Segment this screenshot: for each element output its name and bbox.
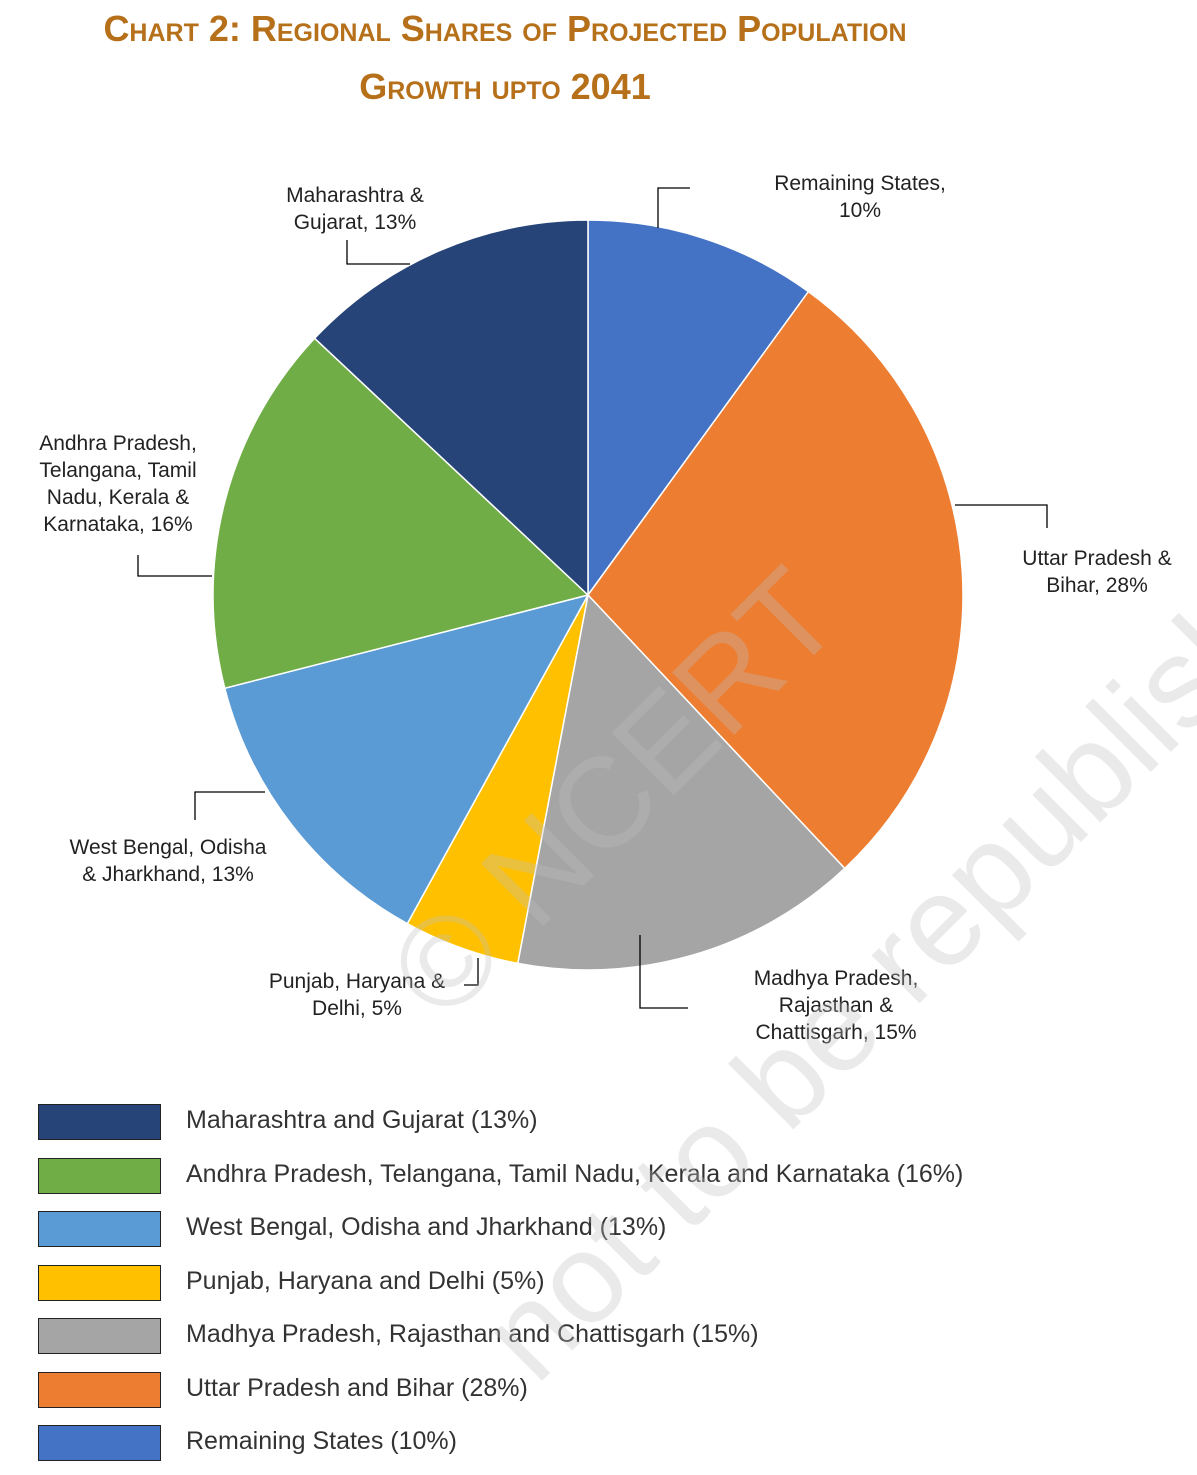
leader-line (464, 958, 479, 986)
slice-label-line: Telangana, Tamil (39, 459, 196, 482)
leader-lines (137, 187, 1048, 1009)
slice-label: Maharashtra & Gujarat, 13% (286, 184, 424, 234)
legend-label: Andhra Pradesh, Telangana, Tamil Nadu, K… (186, 1159, 964, 1188)
pie-slice (223, 593, 590, 925)
slice-label: Madhya Pradesh, Rajasthan & Chattisgarh, 1… (754, 967, 919, 1044)
legend-label: Punjab, Haryana and Delhi (5%) (186, 1266, 545, 1295)
slice-label-line: Gujarat, 13% (294, 211, 417, 234)
legend-label: Uttar Pradesh and Bihar (28%) (186, 1373, 528, 1402)
slice-label-line: 10% (839, 199, 881, 222)
slice-label-line: Uttar Pradesh & (1022, 547, 1171, 570)
chart-title: Chart 2: Regional Shares of Projected Po… (0, 0, 1010, 116)
legend-label: Remaining States (10%) (186, 1427, 457, 1455)
leader-line (194, 791, 265, 820)
pie-slice (313, 219, 589, 597)
leader-line (639, 935, 688, 1009)
slice-label: West Bengal, Odisha & Jharkhand, 13% (70, 836, 267, 886)
slice-label-line: Remaining States, (774, 172, 946, 195)
slice-label-line: Maharashtra & (286, 184, 424, 207)
legend-swatch (38, 1264, 161, 1301)
legend-swatch (38, 1318, 161, 1354)
legend-swatch (38, 1425, 161, 1461)
chart-title-line2: Growth upto 2041 (359, 66, 651, 107)
legend-item: Remaining States (10%) (38, 1421, 1178, 1475)
slice-label-line: Delhi, 5% (312, 997, 402, 1020)
pie-slices (212, 219, 964, 971)
legend-item: Andhra Pradesh, Telangana, Tamil Nadu, K… (38, 1154, 1178, 1208)
slice-label: Uttar Pradesh & Bihar, 28% (1022, 547, 1171, 597)
slice-label: Punjab, Haryana & Delhi, 5% (269, 970, 445, 1020)
leader-line (137, 555, 212, 577)
leader-line (955, 504, 1048, 528)
slice-label-line: Karnataka, 16% (43, 513, 192, 536)
slice-label-line: Punjab, Haryana & (269, 970, 445, 993)
legend-label: Maharashtra and Gujarat (13%) (186, 1106, 538, 1134)
legend-item: West Bengal, Odisha and Jharkhand (13%) (38, 1207, 1178, 1261)
legend-swatch (38, 1211, 161, 1247)
pie-slice (516, 593, 846, 971)
slice-label-line: Bihar, 28% (1046, 574, 1148, 597)
pie-slice (212, 337, 590, 690)
chart-title-line1: Chart 2: Regional Shares of Projected Po… (103, 8, 907, 49)
slice-label-line: West Bengal, Odisha (70, 836, 267, 859)
legend-swatch (38, 1104, 161, 1140)
pie-chart: Remaining States, 10% Uttar Pradesh & Bihar… (39, 172, 1172, 1044)
slice-label-line: & Jharkhand, 13% (82, 863, 254, 886)
legend: Maharashtra and Gujarat (13%) Andhra Prad… (38, 1100, 1178, 1475)
legend-item: Madhya Pradesh, Rajasthan and Chattisgar… (38, 1314, 1178, 1368)
legend-swatch (38, 1157, 161, 1194)
slice-label-line: Rajasthan & (779, 994, 893, 1017)
legend-swatch (38, 1371, 161, 1408)
slice-label-line: Andhra Pradesh, (39, 432, 197, 455)
leader-line (346, 240, 410, 265)
legend-label: Madhya Pradesh, Rajasthan and Chattisgar… (186, 1320, 759, 1348)
slice-label-line: Nadu, Kerala & (47, 486, 189, 509)
legend-item: Punjab, Haryana and Delhi (5%) (38, 1261, 1178, 1315)
pie-slice (587, 219, 810, 598)
pie-slice (587, 290, 964, 870)
slice-label: Remaining States, 10% (774, 172, 946, 222)
slice-label: Andhra Pradesh, Telangana, Tamil Nadu, Ker… (39, 432, 197, 536)
legend-item: Maharashtra and Gujarat (13%) (38, 1100, 1178, 1154)
legend-label: West Bengal, Odisha and Jharkhand (13%) (186, 1213, 667, 1241)
slice-labels: Remaining States, 10% Uttar Pradesh & Bihar… (39, 172, 1172, 1044)
slice-label-line: Chattisgarh, 15% (755, 1021, 916, 1044)
leader-line (657, 187, 690, 228)
slice-label-line: Madhya Pradesh, (754, 967, 919, 990)
legend-item: Uttar Pradesh and Bihar (28%) (38, 1368, 1178, 1422)
